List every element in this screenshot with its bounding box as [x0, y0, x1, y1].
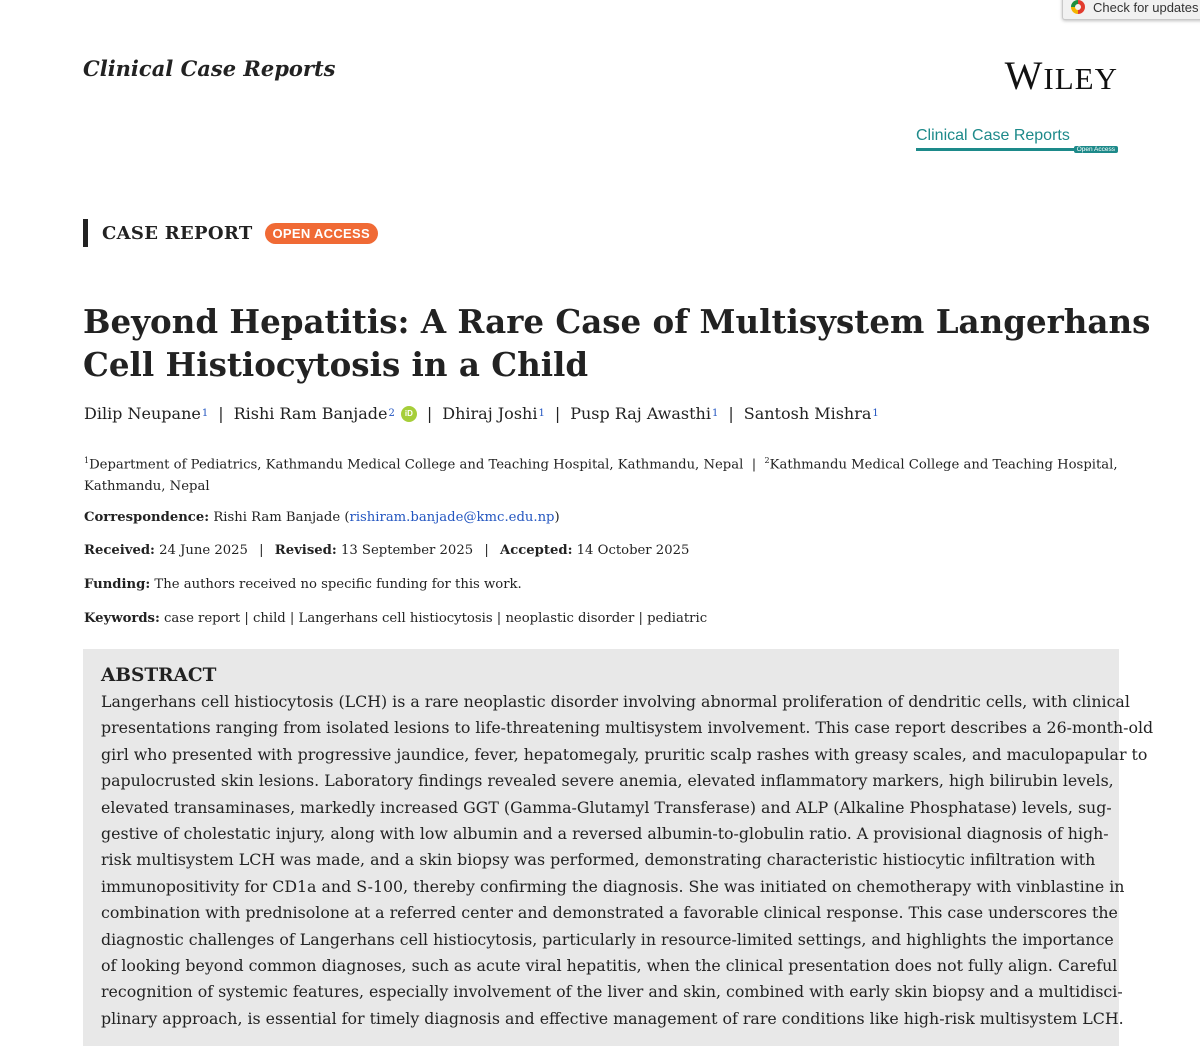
abstract-line: girl who presented with progressive jaun…	[101, 744, 1148, 764]
crossmark-icon	[1071, 0, 1085, 14]
affiliations-line-1: 1Department of Pediatrics, Kathmandu Med…	[84, 450, 1124, 476]
keywords-label: Keywords:	[84, 611, 160, 626]
publisher-logo-initial: W	[1004, 53, 1044, 98]
publisher-logo: WILEY	[1005, 56, 1118, 96]
abstract-line: Langerhans cell histiocytosis (LCH) is a…	[101, 692, 1130, 711]
abstract-line: risk multisystem LCH was made, and a ski…	[101, 850, 1096, 870]
revised-date: 13 September 2025	[340, 543, 474, 558]
author-name[interactable]: Dhiraj Joshi	[442, 404, 538, 423]
keywords-text: case report | child | Langerhans cell hi…	[164, 611, 708, 626]
abstract-panel: ABSTRACT Langerhans cell histiocytosis (…	[83, 649, 1154, 1046]
received-label: Received:	[84, 543, 155, 558]
affiliation-marker[interactable]: 2	[388, 408, 395, 419]
author-name[interactable]: Dilip Neupane	[84, 404, 201, 423]
funding: Funding: The authors received no specifi…	[84, 577, 522, 592]
author-separator: |	[554, 404, 561, 423]
keywords: Keywords: case report | child | Langerha…	[84, 611, 707, 626]
affiliation-text: Department of Pediatrics, Kathmandu Medi…	[89, 457, 744, 473]
journal-title: Clinical Case Reports	[83, 56, 336, 81]
article-title-line: Beyond Hepatitis: A Rare Case of Multisy…	[83, 302, 1151, 341]
affiliation-marker[interactable]: 1	[711, 408, 719, 419]
author-name[interactable]: Santosh Mishra	[743, 404, 872, 423]
abstract-line: plinary approach, is essential for timel…	[101, 1008, 1124, 1028]
abstract-line: combination with prednisolone at a refer…	[101, 903, 1118, 923]
journal-logo-text: Clinical Case Reports	[916, 127, 1070, 144]
affiliation-text: Kathmandu Medical College and Teaching H…	[769, 457, 1118, 473]
affiliation-separator: |	[751, 457, 757, 473]
article-title: Beyond Hepatitis: A Rare Case of Multisy…	[83, 300, 1151, 386]
article-title-line: Cell Histiocytosis in a Child	[83, 345, 589, 384]
article-type-row: CASE REPORT OPEN ACCESS	[83, 219, 378, 247]
abstract-line: gestive of cholestatic injury, along wit…	[101, 824, 1109, 844]
abstract-line: papulocrusted skin lesions. Laboratory f…	[101, 771, 1114, 791]
author-name[interactable]: Pusp Raj Awasthi	[570, 404, 711, 423]
abstract-heading: ABSTRACT	[101, 665, 217, 686]
journal-logo-underline	[916, 148, 1116, 151]
affiliation-marker[interactable]: 1	[872, 408, 879, 419]
article-type-label: CASE REPORT	[102, 222, 253, 244]
abstract-line: elevated transaminases, markedly increas…	[101, 797, 1112, 817]
accepted-date: 14 October 2025	[576, 543, 690, 558]
affiliations-line-2: Kathmandu, Nepal	[84, 479, 210, 495]
article-type-bar	[83, 219, 88, 247]
correspondence-email-link[interactable]: rishiram.banjade@kmc.edu.np	[349, 510, 555, 525]
article-dates: Received: 24 June 2025 | Revised: 13 Sep…	[84, 543, 689, 558]
author-separator: |	[218, 404, 224, 423]
affiliation-number: 1	[84, 456, 90, 465]
funding-label: Funding:	[84, 577, 151, 592]
abstract-line: immunopositivity for CD1a and S-100, the…	[101, 876, 1125, 896]
publisher-logo-rest: ILEY	[1043, 61, 1118, 96]
funding-text: The authors received no specific funding…	[154, 577, 522, 592]
author-name[interactable]: Rishi Ram Banjade	[233, 404, 388, 423]
affiliation-number: 2	[764, 456, 770, 465]
correspondence: Correspondence: Rishi Ram Banjade (rishi…	[84, 510, 560, 525]
affiliations: 1Department of Pediatrics, Kathmandu Med…	[84, 450, 1124, 498]
journal-logo: Clinical Case Reports Open Access	[916, 127, 1120, 153]
author-list: Dilip Neupane 1 | Rishi Ram Banjade 2 iD |…	[84, 404, 879, 423]
open-access-badge: OPEN ACCESS	[264, 222, 378, 244]
date-separator: |	[484, 543, 489, 558]
received-date: 24 June 2025	[159, 543, 248, 558]
check-for-updates-button[interactable]: Check for updates	[1062, 0, 1200, 20]
author-separator: |	[426, 404, 433, 423]
correspondence-label: Correspondence:	[84, 510, 210, 525]
affiliation-marker[interactable]: 1	[201, 408, 209, 419]
abstract-line: recognition of systemic features, especi…	[101, 982, 1123, 1002]
journal-logo-badge: Open Access	[1073, 146, 1118, 153]
correspondence-name: Rishi Ram Banjade	[213, 510, 341, 525]
orcid-icon[interactable]: iD	[400, 405, 417, 422]
affiliation-marker[interactable]: 1	[538, 408, 545, 419]
revised-label: Revised:	[274, 543, 337, 558]
abstract-line: diagnostic challenges of Langerhans cell…	[101, 929, 1114, 949]
date-separator: |	[259, 543, 264, 558]
accepted-label: Accepted:	[499, 543, 573, 558]
abstract-line: of looking beyond common diagnoses, such…	[101, 956, 1118, 976]
check-for-updates-label: Check for updates	[1093, 0, 1199, 15]
author-separator: |	[728, 404, 734, 423]
abstract-line: presentations ranging from isolated lesi…	[101, 718, 1154, 738]
abstract-body: Langerhans cell histiocytosis (LCH) is a…	[101, 689, 1154, 1032]
